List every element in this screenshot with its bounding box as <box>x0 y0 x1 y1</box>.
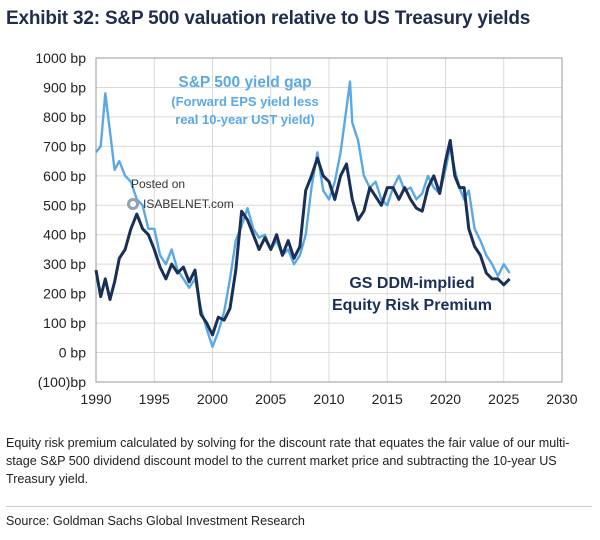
x-tick-label: 2020 <box>430 391 461 407</box>
y-tick-label: 200 bp <box>43 286 86 302</box>
x-tick-label: 2010 <box>313 391 344 407</box>
x-axis-tick-labels: 1990 1995 2000 2005 2010 2015 2020 2025 2030 <box>80 391 577 407</box>
x-tick-label: 2005 <box>255 391 286 407</box>
y-tick-label: 600 bp <box>43 168 86 184</box>
source-note: Source: Goldman Sachs Global Investment … <box>6 514 305 528</box>
y-axis-tick-labels: (100)bp 0 bp 100 bp 200 bp 300 bp 400 bp 500 b… <box>35 50 86 390</box>
x-tick-label: 2015 <box>372 391 403 407</box>
watermark-line2: ISABELNET.com <box>143 197 234 211</box>
gridlines <box>95 57 563 383</box>
x-tick-label: 2000 <box>197 391 228 407</box>
plot-area-frame <box>95 57 563 383</box>
line-chart: (100)bp 0 bp 100 bp 200 bp 300 bp 400 bp 500 b… <box>35 50 577 407</box>
equity-risk-premium-line <box>94 139 511 337</box>
y-tick-label: (100)bp <box>38 374 86 390</box>
watermark: Posted on ISABELNET.com <box>127 177 234 211</box>
x-tick-label: 2030 <box>546 391 577 407</box>
x-tick-label: 2025 <box>488 391 519 407</box>
erp-annotation-line1: GS DDM-implied <box>349 275 474 292</box>
erp-annotation-line2: Equity Risk Premium <box>332 297 492 314</box>
yield-gap-annotation-title: S&P 500 yield gap <box>178 74 311 91</box>
divider <box>6 506 592 507</box>
yield-gap-annotation-sub1: (Forward EPS yield less <box>171 94 318 109</box>
watermark-line1: Posted on <box>131 177 185 191</box>
y-tick-label: 900 bp <box>43 79 86 95</box>
y-tick-label: 100 bp <box>43 315 86 331</box>
y-tick-label: 1000 bp <box>35 50 86 66</box>
chart-title: Exhibit 32: S&P 500 valuation relative t… <box>6 8 531 29</box>
footnote: Equity risk premium calculated by solvin… <box>6 436 570 486</box>
y-tick-label: 400 bp <box>43 227 86 243</box>
y-tick-label: 500 bp <box>43 197 86 213</box>
x-tick-label: 1990 <box>80 391 111 407</box>
y-tick-label: 700 bp <box>43 138 86 154</box>
yield-gap-annotation-sub2: real 10-year UST yield) <box>175 112 314 127</box>
x-tick-label: 1995 <box>139 391 170 407</box>
y-tick-label: 800 bp <box>43 109 86 125</box>
y-tick-label: 300 bp <box>43 256 86 272</box>
y-tick-label: 0 bp <box>59 345 86 361</box>
